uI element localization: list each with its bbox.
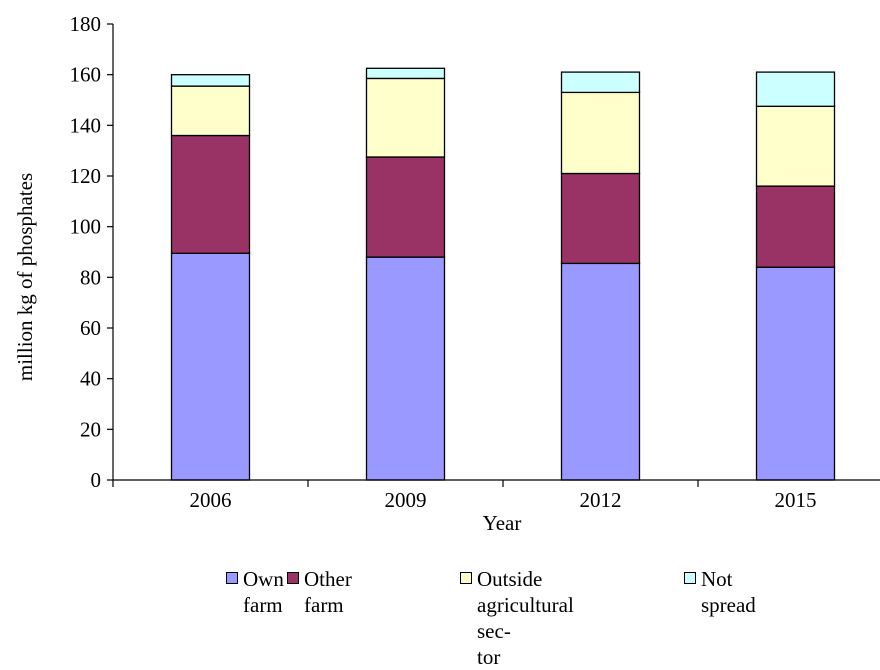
y-tick-label: 40	[80, 367, 101, 391]
legend-label: Own farm	[243, 567, 284, 617]
legend-swatch	[226, 572, 238, 584]
axes-layer	[107, 23, 880, 487]
x-tick-label: 2006	[190, 488, 232, 512]
y-tick-label: 20	[80, 417, 101, 441]
bar-segment-2006-s0	[170, 252, 251, 481]
y-tick-label: 140	[70, 113, 102, 137]
bars-layer	[170, 67, 836, 481]
bar-segment-2015-s0	[755, 266, 836, 481]
bar-segment-2009-s1	[365, 156, 446, 258]
legend-swatch	[287, 572, 299, 584]
chart-plot: 0 20 40 60 80 100 120 140 160 180 2006 2009 2012 2015…	[13, 12, 880, 535]
bar-segment-2015-s3	[755, 71, 836, 107]
legend-swatch	[460, 572, 472, 584]
bar-segment-2009-s0	[365, 256, 446, 481]
bar-segment-2015-s1	[755, 185, 836, 268]
bar-segment-2009-s2	[365, 77, 446, 158]
y-axis-title: million kg of phosphates	[13, 173, 37, 381]
x-tick-label: 2009	[385, 488, 427, 512]
bar-segment-2009-s3	[365, 67, 446, 80]
bar-segment-2012-s0	[560, 262, 641, 481]
y-tick-label: 180	[70, 12, 102, 36]
legend: Own farm Other farm Outside agricultural…	[0, 562, 880, 669]
bar-segment-2006-s1	[170, 134, 251, 254]
x-axis-title: Year	[483, 511, 522, 535]
y-tick-label: 160	[70, 63, 102, 87]
bar-segment-2006-s2	[170, 85, 251, 137]
y-tick-label: 120	[70, 164, 102, 188]
bar-segment-2006-s3	[170, 74, 251, 87]
legend-label: Outside agricultural sec- tor	[477, 567, 574, 669]
chart: 0 20 40 60 80 100 120 140 160 180 2006 2009 2012 2015…	[0, 12, 880, 669]
bar-segment-2012-s3	[560, 71, 641, 94]
y-tick-label: 100	[70, 215, 102, 239]
bar-segment-2012-s2	[560, 91, 641, 175]
labels-layer: 0 20 40 60 80 100 120 140 160 180 2006 2009 2012 2015…	[13, 12, 817, 535]
y-tick-label: 0	[91, 468, 102, 492]
legend-swatch	[684, 572, 696, 584]
x-tick-label: 2012	[580, 488, 622, 512]
legend-label: Not spread	[701, 567, 756, 617]
bar-segment-2015-s2	[755, 105, 836, 187]
y-tick-label: 60	[80, 316, 101, 340]
legend-label: Other farm	[304, 567, 352, 617]
y-tick-label: 80	[80, 265, 101, 289]
x-tick-label: 2015	[775, 488, 817, 512]
bar-segment-2012-s1	[560, 172, 641, 265]
